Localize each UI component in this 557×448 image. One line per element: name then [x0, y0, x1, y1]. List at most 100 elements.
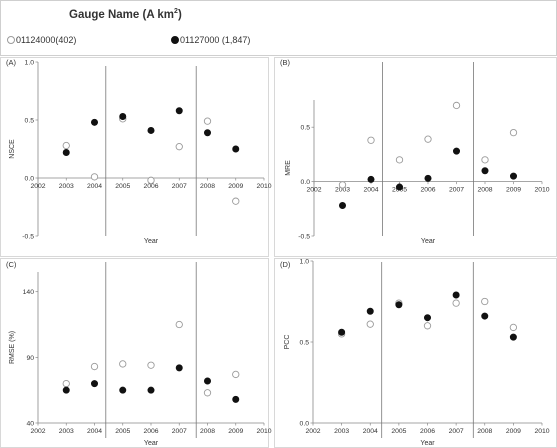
panel-c-y-tick-label: 90: [26, 355, 34, 362]
panel-c-x-tick-label: 2008: [200, 428, 215, 435]
panel-a-open-point: [175, 143, 183, 151]
panel-d-x-tick-label: 2005: [391, 428, 406, 435]
panel-c-y-tick-label: 40: [26, 421, 34, 428]
panel-b-filled-point: [395, 183, 403, 191]
panel-a-x-tick-label: 2008: [200, 183, 215, 190]
panel-d-filled-point: [452, 291, 460, 299]
panel-d-x-tick-label: 2006: [420, 428, 435, 435]
panel-c-x-tick-label: 2004: [87, 428, 102, 435]
panel-b-open-point: [395, 156, 404, 164]
panel-a-filled-point: [175, 107, 183, 115]
panel-a-x-tick-label: 2005: [115, 183, 130, 190]
panel-b-x-tick-label: 2007: [449, 187, 464, 194]
panel-d-x-axis-title: Year: [420, 440, 435, 447]
panel-a-y-tick-label: 0.0: [25, 176, 35, 183]
panel-d-open-point: [509, 323, 518, 332]
panel-a-filled-point: [119, 113, 127, 121]
legend-title-end: ): [177, 8, 182, 21]
panel-b-x-tick-label: 2009: [506, 187, 521, 194]
legend-entry-filled: 01127000 (1,847): [171, 35, 250, 45]
panel-b-frame: [274, 57, 557, 257]
panel-a-x-tick-label: 2003: [59, 183, 74, 190]
panel-c-filled-point: [147, 386, 155, 394]
panel-b-y-tick-label: 0.0: [301, 179, 311, 186]
panel-b-filled-point: [367, 175, 375, 183]
panel-a-filled-point: [232, 145, 240, 153]
legend: Gauge Name (A km2) 01124000(402) 0112700…: [0, 0, 557, 56]
legend-label-open: 01124000(402): [16, 35, 77, 45]
panel-a-x-tick-label: 2006: [143, 183, 158, 190]
panel-c-filled-point: [204, 377, 212, 385]
panel-d-filled-point: [395, 301, 403, 309]
filled-circle-icon: [171, 36, 179, 44]
panel-a-x-tick-label: 2010: [256, 183, 271, 190]
panel-b-label: (B): [280, 58, 291, 67]
panel-a-open-point: [90, 173, 99, 181]
legend-entry-open: 01124000(402): [7, 35, 76, 45]
panel-b-open-point: [452, 101, 461, 110]
panel-b-x-tick-label: 2004: [363, 187, 378, 194]
panel-d-y-tick-label: 0.5: [300, 340, 310, 347]
legend-title-superscript: 2: [174, 8, 178, 15]
panel-b-filled-point: [338, 202, 346, 210]
open-circle-icon: [7, 36, 15, 44]
panel-d-filled-point: [509, 333, 517, 341]
panel-d-y-axis-title: PCC: [284, 335, 291, 350]
panel-a-y-tick-label: -0.5: [22, 234, 34, 241]
panel-b-filled-point: [481, 167, 489, 175]
panel-a-y-tick-label: 0.5: [25, 118, 35, 125]
panel-c-filled-point: [62, 386, 70, 394]
panel-a-open-point: [232, 197, 240, 205]
panel-d-x-tick-label: 2007: [449, 428, 464, 435]
panel-d-frame: [274, 258, 557, 448]
panel-c-open-point: [175, 320, 183, 329]
panel-a-x-tick-label: 2004: [87, 183, 102, 190]
panel-d-y-tick-label: 0.0: [300, 421, 310, 428]
panel-c-filled-point: [119, 386, 127, 394]
panel-b-filled-point: [509, 172, 517, 180]
panel-c-open-point: [203, 389, 212, 397]
panel-d-x-tick-label: 2003: [334, 428, 349, 435]
panel-d-filled-point: [338, 328, 346, 336]
panel-a-y-tick-label: 1.0: [25, 60, 35, 67]
panel-c-frame: [0, 258, 269, 448]
panel-c-y-tick-label: 140: [23, 289, 35, 296]
panel-d-y-tick-label: 1.0: [300, 259, 310, 266]
panel-c-x-tick-label: 2007: [172, 428, 187, 435]
panel-c-x-tick-label: 2003: [59, 428, 74, 435]
panel-a-open-point: [203, 117, 212, 125]
panel-b-y-tick-label: 0.5: [301, 125, 311, 132]
panel-c-open-point: [90, 362, 99, 371]
panel-c-x-tick-label: 2010: [256, 428, 271, 435]
panel-d-filled-point: [481, 312, 489, 320]
panel-c-y-axis-title: RMSE (%): [9, 331, 16, 364]
panel-c-x-axis-title: Year: [144, 440, 159, 447]
panel-d-x-tick-label: 2002: [305, 428, 320, 435]
panel-b-x-axis-title: Year: [421, 238, 436, 245]
panel-a-frame: [0, 57, 269, 257]
panel-d-open-point: [423, 322, 432, 330]
panel-b-y-tick-label: -0.5: [298, 234, 310, 241]
panel-a-x-tick-label: 2002: [30, 183, 45, 190]
panel-c-open-point: [62, 379, 70, 388]
panel-b-x-tick-label: 2008: [477, 187, 492, 194]
panel-d-open-point: [366, 320, 374, 328]
panel-b-filled-point: [452, 147, 460, 155]
panel-b-open-point: [367, 136, 375, 144]
panel-a-open-point: [62, 141, 70, 150]
legend-title-text: Gauge Name (A km: [69, 8, 175, 21]
panel-a-filled-point: [204, 129, 212, 137]
panel-c-filled-point: [232, 395, 240, 403]
panel-b-open-point: [481, 156, 489, 164]
panel-a-label: (A): [6, 58, 17, 67]
panel-c-open-point: [232, 370, 240, 379]
panel-c-open-point: [119, 360, 127, 368]
panel-c-filled-point: [175, 364, 183, 372]
panel-b-open-point: [338, 181, 347, 189]
panel-d-filled-point: [366, 307, 374, 315]
panel-d-filled-point: [423, 314, 431, 322]
panel-d-open-point: [452, 299, 460, 307]
panel-c-x-tick-label: 2005: [115, 428, 130, 435]
panel-b-open-point: [424, 135, 432, 143]
